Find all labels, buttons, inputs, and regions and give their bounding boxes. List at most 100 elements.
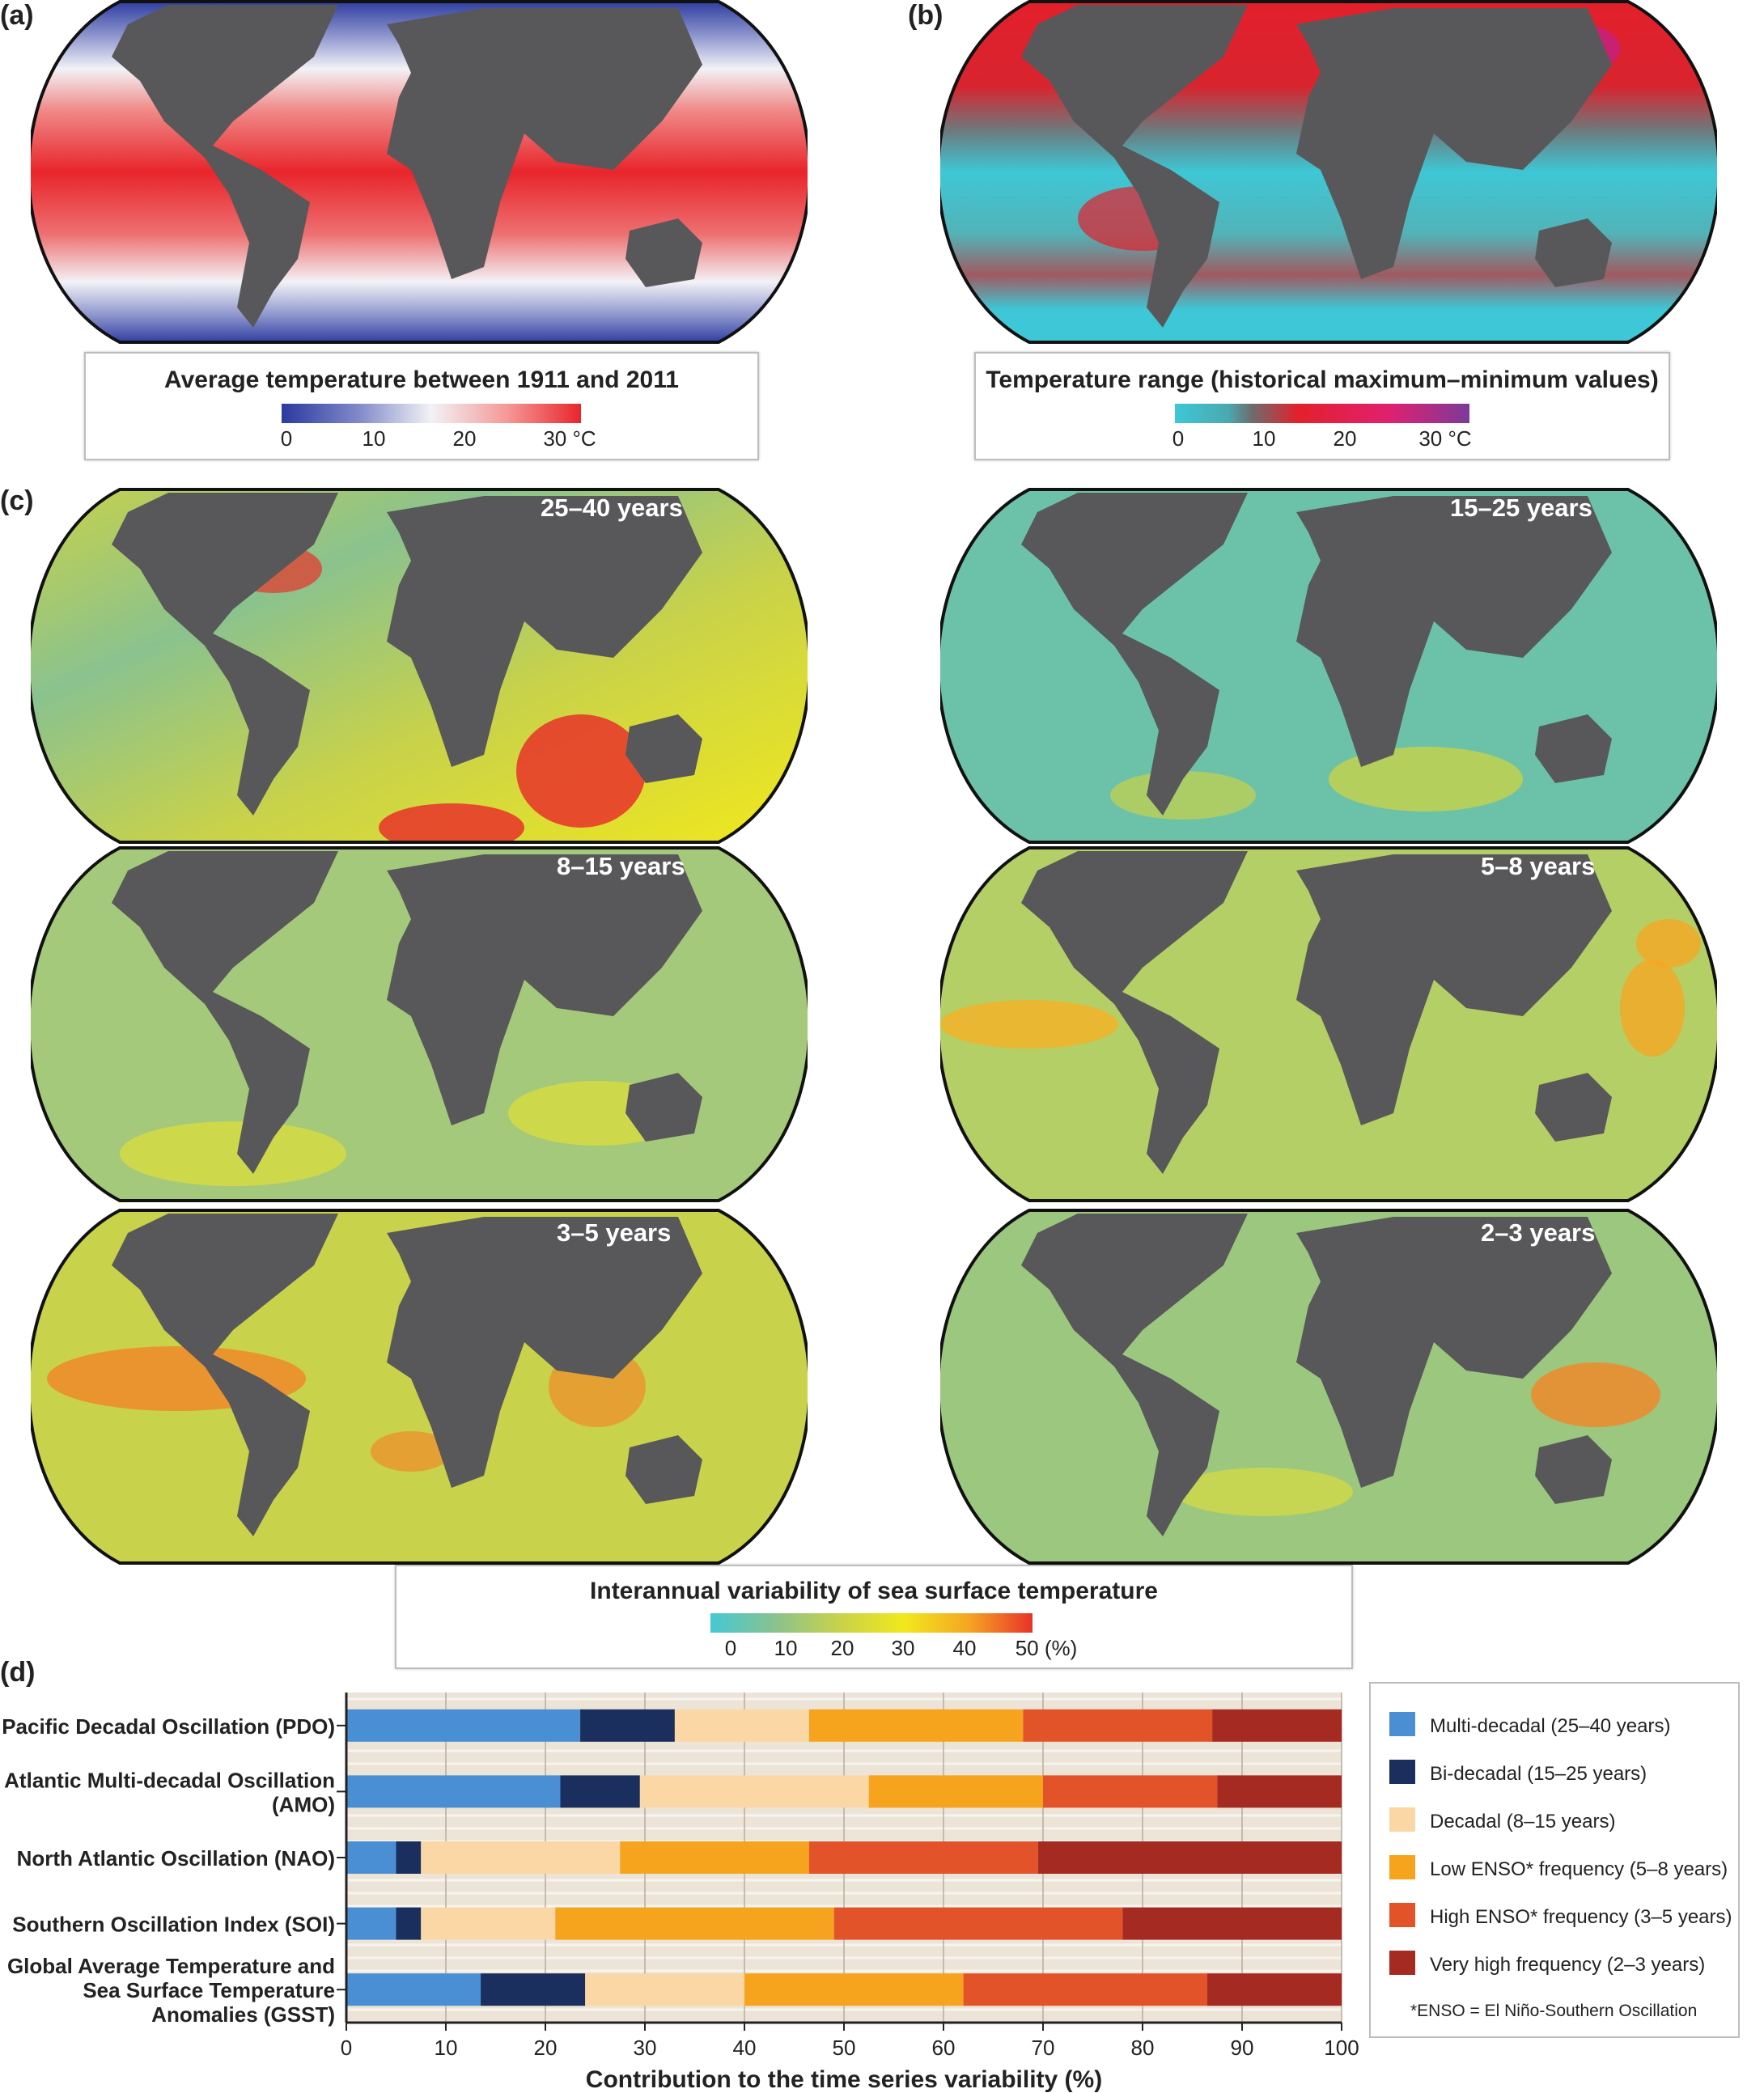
colorbar-c-tick-40: 40 [952, 1636, 977, 1660]
legend-label: Multi-decadal (25–40 years) [1430, 1715, 1670, 1737]
bar-segment [620, 1841, 809, 1874]
panel-letter-b: (b) [908, 0, 943, 31]
colorbar-b [1175, 404, 1469, 423]
x-tick-label: 60 [932, 2036, 956, 2060]
legend-title-b: Temperature range (historical maximum–mi… [986, 366, 1659, 393]
bar-segment [585, 1973, 744, 2006]
legend-label: Bi-decadal (15–25 years) [1430, 1763, 1647, 1785]
category-label: Anomalies (GSST) [151, 2002, 335, 2027]
legend-label: High ENSO* frequency (3–5 years) [1430, 1906, 1732, 1928]
bar-segment [639, 1775, 869, 1808]
legend-label: Low ENSO* frequency (5–8 years) [1430, 1858, 1728, 1880]
bar-segment [396, 1841, 422, 1874]
x-tick-label: 70 [1032, 2036, 1055, 2060]
map-variability-25-40: 25–40 years [31, 488, 808, 844]
colorbar-c-tick-20: 20 [830, 1636, 854, 1660]
colorbar-c-tick-10: 10 [774, 1636, 798, 1660]
x-tick-label: 0 [341, 2036, 352, 2060]
legend-note: *ENSO = El Niño-Southern Oscillation [1410, 2002, 1697, 2020]
colorbar-c-tick-30: 30 [891, 1636, 915, 1660]
legend-swatch [1389, 1903, 1415, 1927]
bar-segment [555, 1907, 834, 1940]
panel-letter-d: (d) [0, 1657, 36, 1688]
legend-swatch [1389, 1760, 1415, 1784]
legend-average-temperature: Average temperature between 1911 and 201… [84, 352, 759, 460]
legend-box [1369, 1682, 1740, 2038]
x-tick-label: 80 [1131, 2036, 1155, 2060]
colorbar-a-tick-30: 30 °C [543, 426, 596, 451]
colorbar-a-tick-0: 0 [280, 426, 293, 451]
category-label: Global Average Temperature and [7, 1954, 335, 1978]
x-tick-label: 10 [435, 2036, 458, 2060]
map-average-temperature [31, 0, 808, 344]
map-variability-2-3: 2–3 years [940, 1209, 1717, 1565]
bar-segment [808, 1841, 1038, 1874]
map-variability-5-8: 5–8 years [940, 846, 1717, 1202]
legend-label: Decadal (8–15 years) [1430, 1811, 1615, 1832]
bar-segment [346, 1709, 581, 1742]
bar-segment [346, 1775, 561, 1808]
bar-segment [808, 1709, 1024, 1742]
bar-segment [396, 1907, 422, 1940]
x-axis-label: Contribution to the time series variabil… [586, 2066, 1102, 2093]
colorbar-c [710, 1613, 1033, 1633]
x-tick-label: 20 [534, 2036, 558, 2060]
bar-segment [744, 1973, 964, 2006]
map-temperature-range [940, 0, 1717, 344]
land-eurasia-africa [387, 8, 702, 279]
bar-segment [1023, 1709, 1213, 1742]
legend-swatch [1389, 1807, 1415, 1832]
bar-segment [1212, 1709, 1342, 1742]
map-label-2-3: 2–3 years [1481, 1218, 1595, 1247]
category-label: Southern Oscillation Index (SOI) [12, 1913, 335, 1937]
bar-segment [833, 1907, 1123, 1940]
bar-segment [346, 1841, 396, 1874]
map-label-25-40: 25–40 years [541, 494, 683, 522]
category-label: North Atlantic Oscillation (NAO) [17, 1846, 335, 1871]
colorbar-a [282, 404, 581, 423]
category-label: Sea Surface Temperature [83, 1978, 335, 2002]
land-greenland [257, 5, 330, 36]
bar-segment [346, 1907, 396, 1940]
bar-segment [481, 1973, 586, 2006]
bar-segment [1037, 1841, 1342, 1874]
x-tick-label: 100 [1324, 2036, 1359, 2060]
bar-segment [1043, 1775, 1218, 1808]
map-label-15-25: 15–25 years [1450, 494, 1592, 522]
x-tick-label: 50 [833, 2036, 856, 2060]
category-label: (AMO) [272, 1792, 335, 1816]
colorbar-a-tick-20: 20 [452, 426, 477, 451]
bar-segment [560, 1775, 640, 1808]
category-label: Atlantic Multi-decadal Oscillation [4, 1768, 335, 1792]
legend-label: Very high frequency (2–3 years) [1430, 1954, 1705, 1976]
map-variability-3-5: 3–5 years [31, 1209, 808, 1565]
bar-segment [1122, 1907, 1342, 1940]
map-label-8-15: 8–15 years [557, 852, 685, 880]
colorbar-b-tick-30: 30 °C [1418, 426, 1472, 451]
x-tick-label: 90 [1231, 2036, 1254, 2060]
legend-swatch [1389, 1712, 1415, 1736]
panel-letter-a: (a) [0, 0, 34, 31]
legend-swatch [1389, 1855, 1415, 1879]
legend-temperature-range: Temperature range (historical maximum–mi… [974, 352, 1670, 460]
colorbar-b-tick-20: 20 [1333, 426, 1357, 451]
legend-title-a: Average temperature between 1911 and 201… [164, 366, 679, 393]
bar-segment [1217, 1775, 1342, 1808]
legend-swatch [1389, 1951, 1415, 1975]
category-label: Pacific Decadal Oscillation (PDO) [2, 1714, 335, 1739]
bar-segment [868, 1775, 1043, 1808]
stacked-bar-chart: Pacific Decadal Oscillation (PDO) Atlanti… [2, 1682, 1740, 2093]
bar-segment [421, 1841, 621, 1874]
x-tick-label: 30 [634, 2036, 657, 2060]
bar-segment [1206, 1973, 1342, 2006]
colorbar-c-tick-50: 50 (%) [1015, 1636, 1078, 1660]
colorbar-b-tick-0: 0 [1172, 426, 1185, 451]
map-variability-15-25: 15–25 years [940, 488, 1717, 844]
x-tick-label: 40 [733, 2036, 757, 2060]
map-label-3-5: 3–5 years [557, 1218, 671, 1247]
colorbar-b-tick-10: 10 [1252, 426, 1276, 451]
legend-title-c: Interannual variability of sea surface t… [590, 1578, 1158, 1604]
colorbar-a-tick-10: 10 [362, 426, 386, 451]
bar-segment [674, 1709, 809, 1742]
map-label-5-8: 5–8 years [1481, 852, 1595, 880]
